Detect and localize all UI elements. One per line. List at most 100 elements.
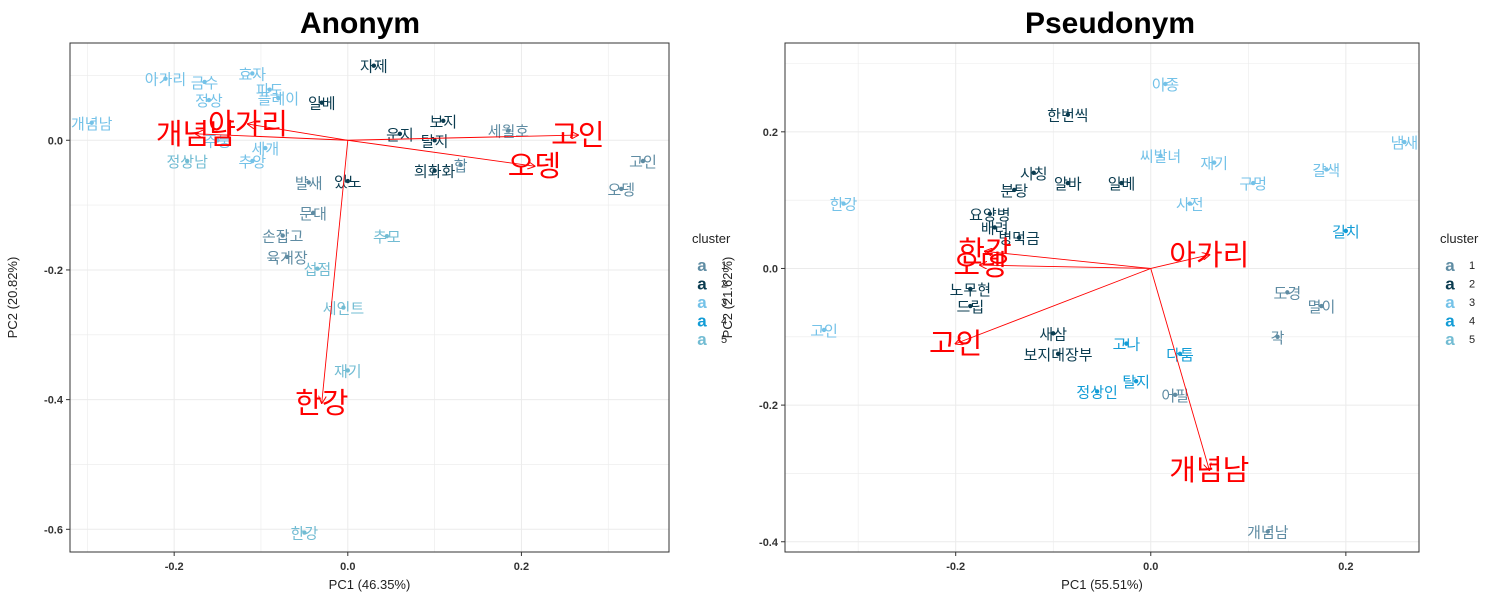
data-point	[284, 254, 290, 260]
x-tick-label: -0.2	[165, 561, 184, 573]
grid	[70, 43, 669, 552]
legend-title: cluster	[692, 231, 731, 246]
data-point	[345, 368, 350, 373]
data-point-label: 세인트	[323, 300, 365, 318]
data-point-label: 알바	[1054, 175, 1082, 193]
data-point-label: 문대	[299, 205, 327, 223]
data-point-label: 주둥	[204, 132, 232, 150]
data-point-label: 개념남	[71, 115, 113, 133]
data-point-label: 희화화	[414, 163, 456, 181]
data-point-label: 멸이	[1308, 298, 1336, 316]
data-point-label: 각	[1271, 329, 1285, 347]
legend-key-glyph: a	[697, 293, 707, 312]
legend-item-label: 1	[1469, 260, 1475, 272]
data-point	[206, 97, 212, 103]
data-point	[1343, 228, 1349, 234]
data-point	[968, 286, 973, 292]
loading-label: 오뎅	[953, 248, 1006, 282]
data-point-label: 드립	[957, 298, 985, 316]
loading-label: 한강	[958, 234, 1011, 268]
data-point-label: 요양병	[969, 206, 1010, 224]
y-tick-label: 0.0	[763, 263, 778, 275]
data-point-label: 배려	[981, 219, 1009, 237]
x-tick-label: 0.2	[1338, 561, 1353, 573]
loading-arrow	[980, 265, 1151, 268]
panel-border	[69, 42, 670, 553]
data-point	[250, 71, 255, 76]
legend-key-glyph: a	[697, 312, 707, 331]
data-point	[184, 158, 190, 164]
y-axis-title: PC2 (20.82%)	[5, 257, 20, 339]
legend-key-glyph: a	[697, 275, 707, 294]
legend-item-label: 5	[1469, 334, 1475, 346]
data-point-label: 보지	[429, 113, 457, 131]
data-point	[1211, 160, 1217, 165]
data-point-label: 추앙	[238, 153, 266, 171]
data-point-label: 시칭	[1020, 165, 1048, 183]
legend-key-glyph: a	[1445, 293, 1455, 312]
data-point-label: 아가리	[145, 71, 186, 89]
y-tick-label: -0.6	[44, 524, 63, 536]
data-point	[441, 118, 446, 124]
data-point-label: 발새	[295, 174, 323, 192]
data-point-label: 효자	[238, 65, 266, 83]
data-point-label: 자제	[360, 58, 388, 76]
data-point	[397, 131, 403, 136]
data-point-label: 노무현	[950, 281, 991, 299]
data-point-label: 손잡고	[262, 228, 303, 246]
legend-item-label: 3	[1469, 297, 1475, 309]
data-point	[1031, 170, 1036, 176]
data-point	[202, 79, 207, 85]
data-point	[280, 233, 285, 238]
data-point	[215, 138, 220, 143]
data-point	[1324, 167, 1329, 172]
loading-arrow	[347, 139, 535, 166]
data-point	[1124, 341, 1129, 346]
data-point-label: 운지	[386, 126, 414, 144]
data-point	[968, 303, 973, 309]
data-point	[841, 201, 846, 206]
data-point-label: 분탕	[1000, 182, 1028, 200]
legend-item-label: 2	[1469, 279, 1475, 291]
data-point	[1402, 139, 1407, 145]
data-point	[640, 158, 646, 164]
data-point	[163, 76, 168, 81]
data-point	[1285, 290, 1290, 295]
data-point-label: 합	[454, 157, 468, 175]
data-point	[1158, 153, 1163, 158]
loading-arrow	[1150, 255, 1210, 269]
data-point-label: 냄새	[1391, 134, 1419, 152]
data-point-label: 플레이	[258, 90, 299, 108]
y-tick-label: -0.2	[44, 265, 63, 277]
loading-arrow	[956, 268, 1151, 343]
loading-arrow	[248, 124, 348, 141]
y-tick-label: 0.0	[48, 135, 63, 147]
data-point-label: 섭점	[304, 261, 332, 279]
data-point-label: 사전	[1176, 196, 1204, 214]
data-point	[821, 327, 827, 333]
x-tick-label: 0.2	[514, 561, 529, 573]
legend-key-glyph: a	[697, 330, 707, 349]
data-point-label: 새삼	[1039, 325, 1067, 343]
data-point	[319, 100, 324, 105]
data-point	[1177, 351, 1183, 357]
x-tick-label: 0.0	[1143, 561, 1158, 573]
data-point	[345, 178, 350, 184]
data-point-label: 어필	[1161, 387, 1189, 405]
y-tick-label: -0.4	[44, 395, 64, 407]
data-point-label: 개념남	[1247, 524, 1289, 542]
data-point	[619, 186, 624, 192]
legend-item-label: 4	[1469, 316, 1475, 328]
data-point	[987, 211, 993, 217]
data-point	[306, 180, 311, 185]
loading-arrow	[347, 135, 578, 141]
data-point	[1055, 351, 1061, 357]
y-tick-label: -0.2	[759, 400, 778, 412]
legend-item-label: 2	[721, 279, 727, 291]
y-axis-title: PC2 (21.62%)	[720, 257, 735, 339]
data-point-label: 탈지	[421, 132, 449, 150]
data-point-label: 있노	[334, 173, 362, 191]
loading-label: 고인	[551, 118, 604, 152]
legend-key-glyph: a	[697, 256, 707, 275]
data-point-label: 길치	[1332, 223, 1360, 241]
